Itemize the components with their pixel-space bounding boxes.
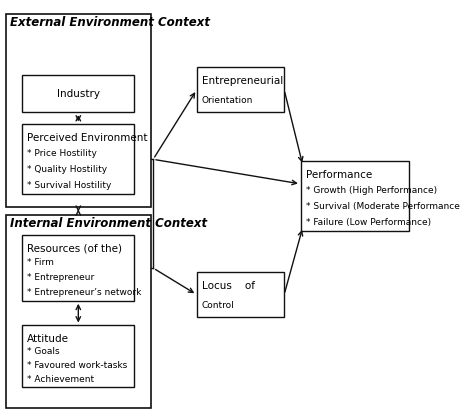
FancyBboxPatch shape [22,124,135,194]
FancyBboxPatch shape [6,215,151,408]
Text: Orientation: Orientation [202,96,253,105]
Text: Internal Environment Context: Internal Environment Context [9,217,207,230]
Text: External Environment Context: External Environment Context [9,16,210,29]
FancyBboxPatch shape [197,272,284,317]
Text: * Entrepreneur: * Entrepreneur [27,273,94,282]
Text: Locus    of: Locus of [202,281,255,291]
Text: * Goals: * Goals [27,347,60,356]
Text: Resources (of the): Resources (of the) [27,244,122,254]
Text: Industry: Industry [57,89,100,99]
Text: * Favoured work-tasks: * Favoured work-tasks [27,361,128,370]
Text: * Quality Hostility: * Quality Hostility [27,165,107,174]
Text: * Growth (High Performance): * Growth (High Performance) [306,186,437,195]
Text: Attitude: Attitude [27,334,69,344]
Text: Performance: Performance [306,170,372,180]
Text: Entrepreneurial: Entrepreneurial [202,76,283,86]
Text: * Survival Hostility: * Survival Hostility [27,180,111,190]
FancyBboxPatch shape [197,67,284,112]
Text: * Survival (Moderate Performance: * Survival (Moderate Performance [306,202,460,211]
Text: * Achievement: * Achievement [27,375,94,384]
Text: * Failure (Low Performance): * Failure (Low Performance) [306,218,431,227]
Text: * Firm: * Firm [27,259,54,267]
Text: Perceived Environment: Perceived Environment [27,133,148,143]
Text: * Entrepreneur’s network: * Entrepreneur’s network [27,288,142,297]
FancyBboxPatch shape [22,325,135,387]
FancyBboxPatch shape [22,235,135,301]
Text: Control: Control [202,301,235,310]
Text: * Price Hostility: * Price Hostility [27,149,97,158]
FancyBboxPatch shape [22,75,135,112]
FancyBboxPatch shape [301,161,409,231]
FancyBboxPatch shape [6,14,151,206]
